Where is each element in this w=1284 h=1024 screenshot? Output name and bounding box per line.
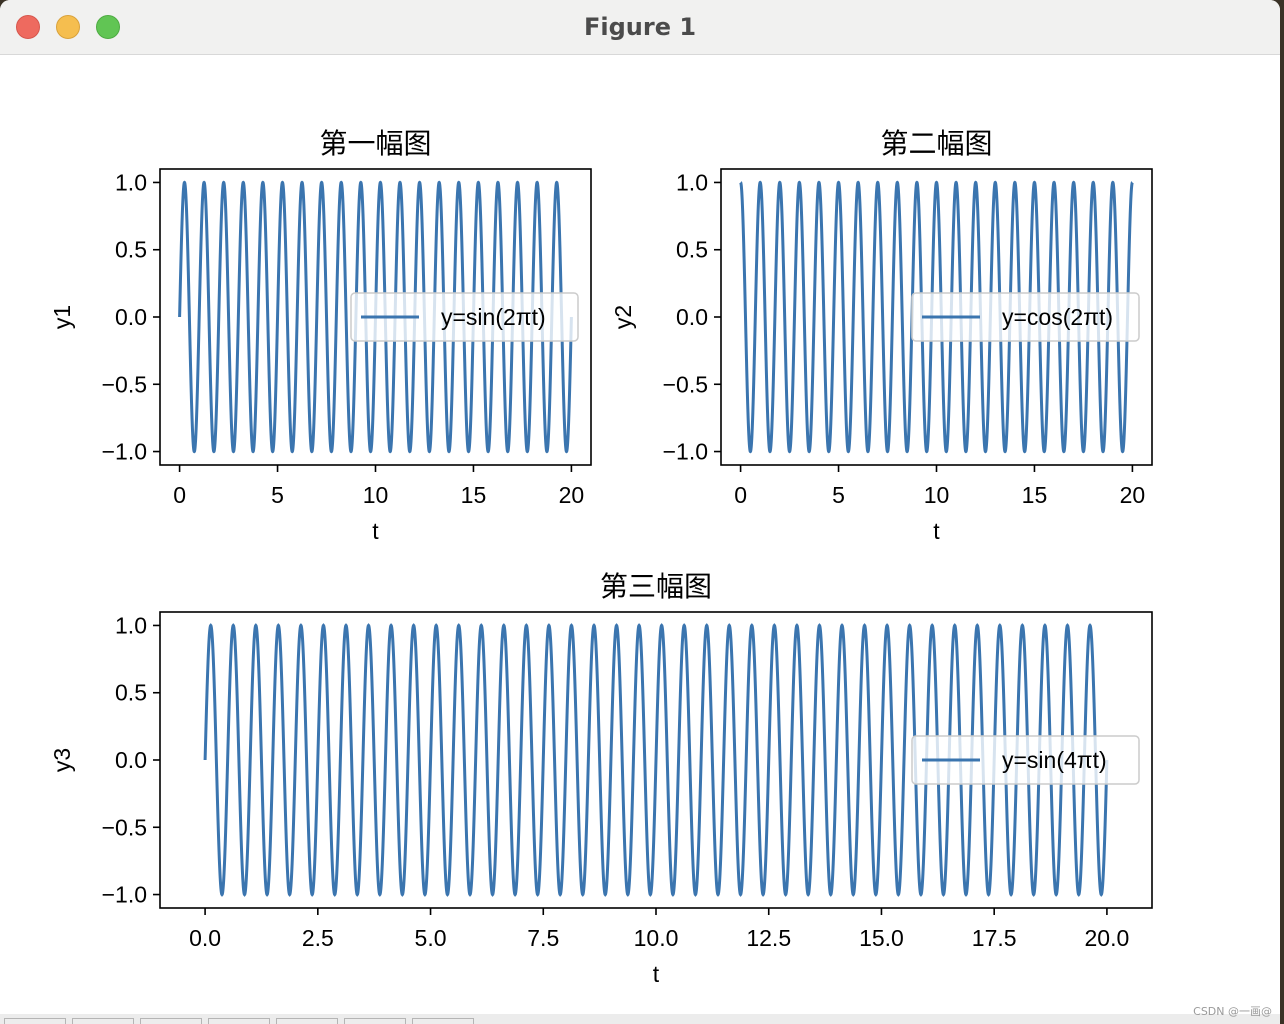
- x-tick-label: 12.5: [746, 925, 791, 951]
- y-tick-label: 0.5: [115, 237, 147, 263]
- y-tick-label: 0.5: [115, 680, 147, 706]
- figure-canvas: 0 5 10 15 20 1.0 0.5 0.0 −0.5 −1.0 第一幅图 t y1 y=sin(2π…: [0, 55, 1280, 1013]
- x-tick-label: 10: [924, 482, 950, 508]
- x-axis-label: t: [933, 518, 940, 544]
- legend-label: y=sin(4πt): [1002, 747, 1107, 773]
- y-tick-label: −0.5: [663, 371, 708, 397]
- y-tick-label: 0.5: [676, 237, 708, 263]
- x-axis-label: t: [653, 961, 660, 987]
- x-tick-label: 15: [1022, 482, 1048, 508]
- x-tick-label: 0.0: [189, 925, 221, 951]
- subplot-title: 第一幅图: [319, 128, 431, 159]
- y-axis-label: y1: [49, 305, 75, 329]
- home-button[interactable]: [4, 1018, 66, 1024]
- back-button[interactable]: [72, 1018, 134, 1024]
- configure-subplots-button[interactable]: [344, 1018, 406, 1024]
- y-tick-label: −1.0: [102, 882, 147, 908]
- subplot-3: 0.0 2.5 5.0 7.5 10.0 12.5 15.0 17.5 20.0 1.0 0.5 0.…: [49, 571, 1153, 987]
- x-tick-label: 7.5: [527, 925, 559, 951]
- close-window-button[interactable]: [16, 15, 40, 39]
- y-tick-label: 1.0: [115, 169, 147, 195]
- y-tick-label: 0.0: [115, 747, 147, 773]
- y-tick-label: 0.0: [676, 304, 708, 330]
- y-tick-label: 1.0: [115, 612, 147, 638]
- legend[interactable]: y=cos(2πt): [911, 292, 1140, 342]
- x-tick-label: 0: [734, 482, 747, 508]
- y-axis-label: y3: [49, 748, 75, 772]
- navigation-toolbar: [0, 1014, 1280, 1024]
- y-tick-label: 0.0: [115, 304, 147, 330]
- y-tick-label: −0.5: [102, 371, 147, 397]
- title-bar: Figure 1: [0, 0, 1280, 55]
- forward-button[interactable]: [140, 1018, 202, 1024]
- subplot-2: 0 5 10 15 20 1.0 0.5 0.0 −0.5 −1.0 第二幅图 t y2 y=cos(2π…: [610, 128, 1153, 544]
- save-button[interactable]: [412, 1018, 474, 1024]
- minimize-window-button[interactable]: [56, 15, 80, 39]
- x-tick-label: 2.5: [302, 925, 334, 951]
- zoom-button[interactable]: [276, 1018, 338, 1024]
- series-line: [203, 623, 1109, 897]
- series-line: [739, 180, 1134, 454]
- legend[interactable]: y=sin(2πt): [350, 292, 579, 342]
- x-tick-label: 17.5: [972, 925, 1017, 951]
- x-tick-label: 10.0: [634, 925, 679, 951]
- subplot-title: 第三幅图: [600, 571, 712, 602]
- x-axis-label: t: [372, 518, 379, 544]
- x-tick-label: 5: [832, 482, 845, 508]
- watermark: CSDN @一画@: [1193, 1005, 1272, 1018]
- maximize-window-button[interactable]: [96, 15, 120, 39]
- x-tick-label: 0: [173, 482, 186, 508]
- x-tick-label: 20: [1120, 482, 1146, 508]
- x-tick-label: 20: [559, 482, 585, 508]
- y-tick-label: −1.0: [663, 439, 708, 465]
- y-tick-label: −0.5: [102, 814, 147, 840]
- pan-button[interactable]: [208, 1018, 270, 1024]
- x-tick-label: 10: [363, 482, 389, 508]
- legend-label: y=cos(2πt): [1002, 304, 1113, 330]
- legend-label: y=sin(2πt): [441, 304, 546, 330]
- x-tick-label: 5: [271, 482, 284, 508]
- subplot-title: 第二幅图: [880, 128, 992, 159]
- x-tick-label: 5.0: [415, 925, 447, 951]
- window-title: Figure 1: [583, 13, 697, 41]
- subplot-1: 0 5 10 15 20 1.0 0.5 0.0 −0.5 −1.0 第一幅图 t y1 y=sin(2π…: [49, 128, 592, 544]
- y-axis-label: y2: [610, 305, 636, 329]
- x-tick-label: 15: [461, 482, 487, 508]
- y-tick-label: −1.0: [102, 439, 147, 465]
- x-tick-label: 20.0: [1085, 925, 1130, 951]
- x-tick-label: 15.0: [859, 925, 904, 951]
- legend[interactable]: y=sin(4πt): [911, 735, 1140, 785]
- y-tick-label: 1.0: [676, 169, 708, 195]
